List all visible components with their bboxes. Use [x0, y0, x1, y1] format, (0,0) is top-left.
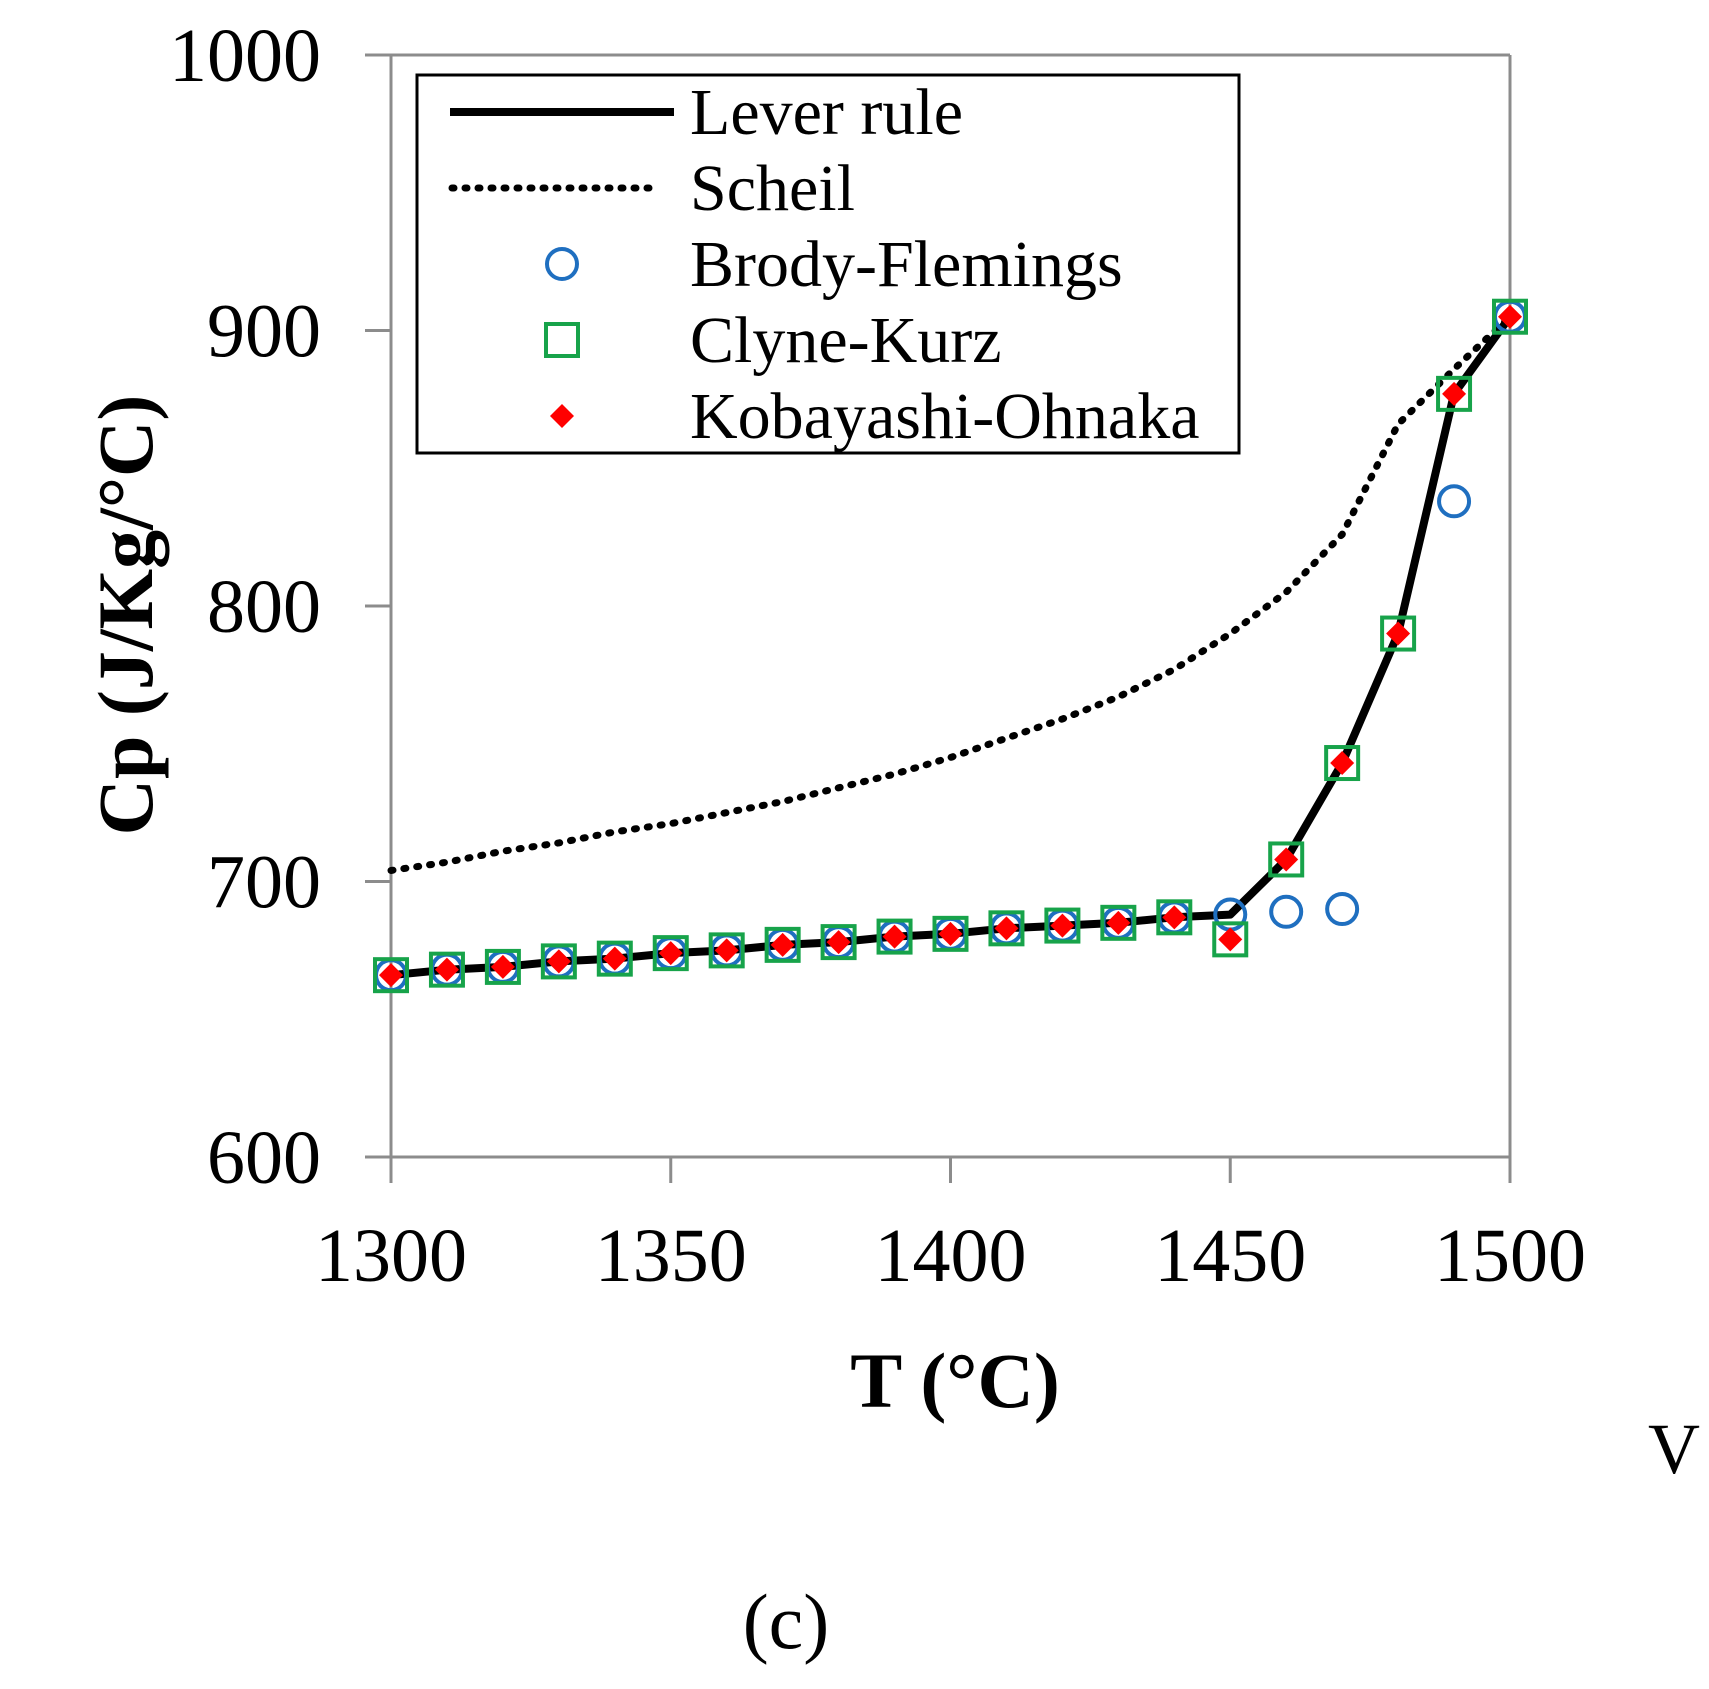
clyne-kurz-point — [1100, 904, 1137, 941]
y-tick-label: 900 — [207, 290, 321, 374]
clyne-kurz-point — [1212, 921, 1249, 958]
panel-label: (c) — [743, 1578, 830, 1665]
legend: Lever ruleScheilBrody-FlemingsClyne-Kurz… — [415, 73, 1241, 455]
kobayashi-ohnaka-point — [882, 924, 907, 949]
clyne-kurz-point — [764, 926, 801, 963]
y-axis-title: Cp (J/Kg/°C) — [82, 395, 169, 836]
legend-label: Clyne-Kurz — [690, 304, 1002, 377]
clyne-kurz-point — [373, 957, 409, 994]
clyne-kurz-point — [988, 910, 1025, 947]
clyne-kurz-point — [876, 918, 913, 955]
series-layer — [373, 298, 1528, 994]
kobayashi-ohnaka-point — [546, 949, 571, 974]
kobayashi-ohnaka-point — [434, 957, 459, 982]
kobayashi-ohnaka-point — [1386, 621, 1411, 646]
clyne-kurz-point — [1380, 615, 1417, 652]
brody-flemings-point — [1325, 892, 1360, 927]
clyne-kurz-point — [540, 943, 577, 980]
kobayashi-ohnaka-point — [1442, 381, 1467, 406]
legend-box — [415, 73, 1241, 455]
kobayashi-ohnaka-point — [714, 938, 739, 963]
legend-label: Scheil — [690, 152, 855, 225]
clyne-kurz-point — [652, 935, 689, 972]
clyne-kurz-point — [1324, 745, 1361, 782]
kobayashi-ohnaka-point — [770, 932, 795, 957]
kobayashi-ohnaka-point — [379, 963, 403, 988]
x-tick-label: 1500 — [1434, 1214, 1586, 1298]
y-tick-label: 1000 — [169, 14, 321, 98]
legend-swatch-kobayashi-ohnaka — [550, 404, 574, 428]
y-tick-label: 800 — [207, 565, 321, 649]
kobayashi-ohnaka-point — [490, 954, 515, 979]
kobayashi-ohnaka-point — [994, 916, 1019, 941]
kobayashi-ohnaka-point — [1106, 910, 1131, 935]
clyne-kurz-point — [484, 948, 521, 985]
y-tick-label: 600 — [207, 1116, 321, 1200]
clyne-kurz-point — [820, 924, 857, 961]
x-tick-label: 1350 — [595, 1214, 747, 1298]
kobayashi-ohnaka-point — [826, 930, 851, 955]
kobayashi-ohnaka-point — [658, 941, 683, 966]
x-tick-label: 1450 — [1154, 1214, 1306, 1298]
kobayashi-ohnaka-point — [938, 921, 963, 946]
stray-letter: V — [1648, 1409, 1700, 1489]
clyne-kurz-point — [1268, 841, 1305, 878]
x-tick-label: 1300 — [315, 1214, 467, 1298]
legend-label: Kobayashi-Ohnaka — [690, 380, 1200, 453]
y-tick-label: 700 — [207, 841, 321, 925]
legend-label: Brody-Flemings — [690, 228, 1123, 301]
clyne-kurz-point — [1492, 298, 1528, 335]
clyne-kurz-point — [1156, 899, 1193, 936]
legend-swatch-clyne-kurz — [544, 322, 580, 358]
legend-label: Lever rule — [690, 76, 963, 149]
series-line-scheil — [387, 313, 1514, 874]
brody-flemings-point — [1437, 484, 1472, 519]
kobayashi-ohnaka-point — [1498, 304, 1522, 329]
clyne-kurz-point — [708, 932, 745, 969]
kobayashi-ohnaka-point — [1162, 905, 1187, 930]
clyne-kurz-point — [932, 915, 969, 952]
clyne-kurz-point — [1436, 375, 1473, 412]
kobayashi-ohnaka-point — [1330, 751, 1355, 776]
kobayashi-ohnaka-point — [1050, 913, 1075, 938]
axes-layer: 600 700 800 900 1000 1300 1350 1400 1450 1500 — [169, 14, 1586, 1298]
legend-swatch-brody-flemings — [545, 247, 579, 281]
kobayashi-ohnaka-point — [1274, 847, 1299, 872]
kobayashi-ohnaka-point — [602, 946, 627, 971]
clyne-kurz-point — [428, 951, 465, 988]
x-axis-title: T (°C) — [850, 1337, 1060, 1424]
clyne-kurz-point — [596, 940, 633, 977]
clyne-kurz-point — [1044, 907, 1081, 944]
brody-flemings-point — [1269, 894, 1304, 929]
x-tick-label: 1400 — [875, 1214, 1027, 1298]
kobayashi-ohnaka-point — [1218, 927, 1243, 952]
